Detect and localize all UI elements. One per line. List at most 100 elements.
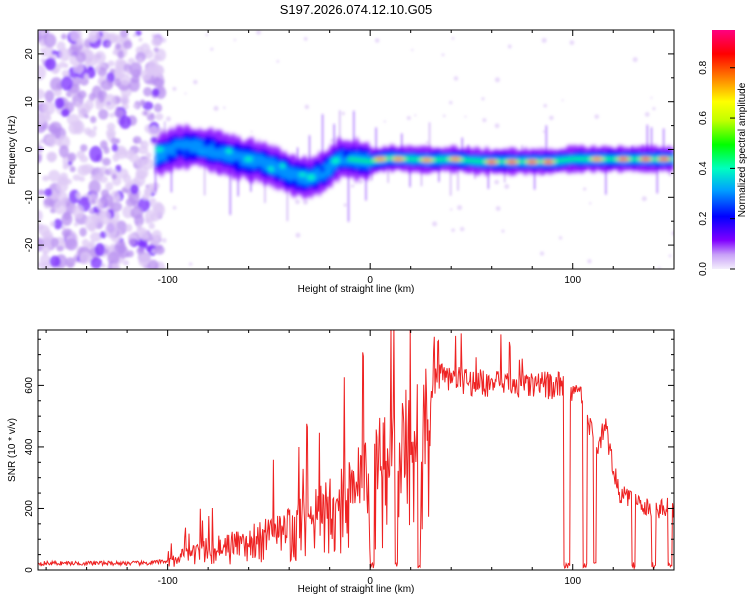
noise-speckle: [84, 60, 90, 67]
noise-speckle: [425, 140, 429, 144]
noise-speckle: [110, 137, 118, 145]
hot-spot: [393, 157, 404, 161]
noise-speckle: [38, 142, 41, 147]
noise-speckle: [61, 70, 70, 78]
noise-speckle: [172, 86, 177, 91]
noise-speckle: [38, 210, 43, 222]
noise-speckle: [94, 66, 101, 72]
noise-speckle: [106, 122, 116, 131]
noise-speckle: [295, 232, 301, 238]
noise-speckle: [644, 112, 650, 117]
noise-speckle: [671, 230, 674, 236]
noise-speckle: [73, 222, 79, 227]
noise-speckle: [205, 33, 209, 37]
noise-speckle: [123, 260, 130, 266]
colorbar: 0.0 0.2 0.4 0.6 0.8 Normalized spectral ampl…: [698, 30, 748, 276]
noise-speckle: [105, 182, 114, 191]
noise-speckle: [233, 38, 237, 42]
noise-speckle: [43, 114, 52, 122]
noise-speckle: [172, 205, 177, 210]
ridge-blob: [267, 166, 274, 173]
noise-speckle: [67, 46, 80, 58]
x-tick-label: 0: [367, 275, 373, 286]
snr-plot-area: [38, 330, 674, 570]
ridge-blob: [232, 160, 241, 166]
y-tick-label: 600: [24, 377, 35, 394]
noise-speckle: [65, 178, 73, 185]
noise-speckle: [507, 44, 512, 49]
ridge-blob: [298, 172, 307, 177]
ridge-blob: [225, 147, 233, 154]
noise-speckle: [303, 37, 308, 41]
noise-speckle: [139, 230, 149, 240]
noise-speckle: [89, 145, 103, 163]
noise-speckle: [107, 262, 120, 269]
noise-speckle: [69, 166, 76, 173]
ridge-blob: [319, 167, 326, 172]
ridge-inner: [155, 139, 674, 186]
noise-speckle: [43, 33, 57, 48]
noise-speckle: [223, 106, 226, 109]
noise-speckle: [75, 101, 80, 108]
noise-speckle: [109, 201, 123, 212]
noise-speckle: [54, 97, 65, 110]
noise-speckle: [77, 90, 87, 99]
noise-speckle: [133, 103, 138, 109]
noise-speckle: [383, 120, 386, 123]
noise-speckle: [87, 65, 93, 71]
snr-axes: -100 0 100 0 200 400 600: [24, 330, 674, 587]
noise-speckle: [84, 114, 89, 119]
noise-speckle: [129, 62, 142, 77]
figure-title: S197.2026.074.12.10.G05: [280, 2, 433, 17]
noise-speckle: [49, 255, 61, 268]
colorbar-label: Normalized spectral amplitude: [737, 82, 748, 217]
noise-speckle: [50, 237, 59, 248]
noise-speckle: [495, 206, 501, 211]
noise-speckle: [38, 189, 45, 196]
noise-speckle: [457, 205, 463, 211]
noise-speckle: [411, 48, 414, 52]
noise-speckle: [60, 108, 70, 118]
noise-speckle: [44, 57, 57, 71]
noise-speckle: [80, 144, 88, 152]
noise-speckle: [150, 112, 155, 118]
ridge-blob: [183, 148, 191, 155]
noise-speckle: [138, 253, 151, 265]
noise-speckles: [38, 30, 674, 269]
noise-speckle: [276, 60, 280, 63]
hot-spot: [543, 160, 554, 164]
noise-speckle: [98, 109, 109, 120]
noise-speckle: [94, 50, 106, 64]
noise-speckle: [155, 113, 164, 121]
noise-speckle: [48, 169, 61, 182]
noise-speckle: [494, 77, 500, 83]
noise-speckle: [343, 203, 347, 207]
colorbar-ticks: 0.0 0.2 0.4 0.6 0.8: [698, 60, 735, 276]
x-tick-label: -100: [158, 576, 178, 587]
noise-speckle: [453, 76, 459, 81]
noise-speckle: [558, 236, 563, 240]
noise-speckle: [100, 79, 114, 91]
noise-speckle: [70, 30, 82, 42]
ridge-blob: [155, 146, 164, 153]
y-tick-label: 0: [24, 146, 35, 152]
noise-speckle: [650, 96, 653, 99]
noise-speckle: [210, 47, 214, 51]
noise-speckle: [542, 130, 546, 133]
noise-speckle: [122, 205, 134, 219]
y-tick-label: 0: [24, 567, 35, 573]
spectrogram-plot-area: [38, 30, 674, 269]
colorbar-tick-label: 0.4: [698, 161, 709, 175]
noise-speckle: [56, 245, 64, 252]
noise-speckle: [184, 92, 187, 95]
noise-speckle: [69, 54, 78, 66]
noise-speckle: [147, 185, 154, 192]
noise-speckle: [138, 37, 143, 42]
noise-speckle: [99, 175, 108, 184]
noise-speckle: [112, 153, 120, 162]
noise-speckle: [108, 167, 113, 172]
noise-speckle: [75, 192, 81, 198]
noise-speckle: [87, 129, 97, 138]
